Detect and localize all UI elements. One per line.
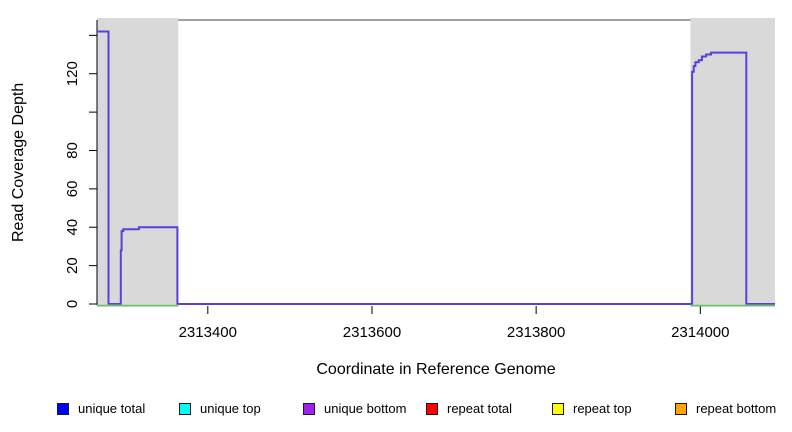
repeat-region-shading xyxy=(97,18,179,304)
repeat-bottom-swatch-icon xyxy=(675,402,687,415)
legend-label: unique total xyxy=(78,401,146,416)
y-tick-label: 40 xyxy=(64,219,81,236)
legend-item-unique-top: unique top xyxy=(179,401,261,416)
coverage-curve xyxy=(97,30,775,305)
repeat-top-swatch-icon xyxy=(552,402,564,415)
legend-item-unique-total: unique total xyxy=(57,401,145,416)
unique-total-swatch-icon xyxy=(57,402,69,415)
y-tick-label: 20 xyxy=(64,257,81,274)
repeat-region-shading xyxy=(690,18,775,304)
legend-label: repeat total xyxy=(447,401,513,416)
y-axis-title: Read Coverage Depth xyxy=(10,82,27,242)
legend-item-unique-bottom: unique bottom xyxy=(303,401,406,416)
y-tick-label: 60 xyxy=(64,181,81,198)
plot-area: 0 20 40 60 80 120 2313400 2313600 2313800 2314000 xyxy=(64,18,775,341)
y-tick-label: 120 xyxy=(64,61,81,86)
repeat-total-swatch-icon xyxy=(426,402,438,415)
y-tick-label: 0 xyxy=(64,300,81,308)
legend-item-repeat-total: repeat total xyxy=(426,401,512,416)
legend-item-repeat-bottom: repeat bottom xyxy=(675,401,776,416)
x-tick-label: 2313600 xyxy=(343,324,401,341)
x-axis-title: Coordinate in Reference Genome xyxy=(316,361,556,378)
x-tick-label: 2313400 xyxy=(179,324,237,341)
x-tick-label: 2314000 xyxy=(671,324,729,341)
legend-label: unique bottom xyxy=(324,401,407,416)
y-tick-label: 80 xyxy=(64,142,81,159)
unique-top-swatch-icon xyxy=(179,402,191,415)
legend-label: unique top xyxy=(200,401,261,416)
x-tick-label: 2313800 xyxy=(507,324,565,341)
legend-item-repeat-top: repeat top xyxy=(552,401,632,416)
legend-label: repeat bottom xyxy=(696,401,777,416)
unique-bottom-swatch-icon xyxy=(303,402,315,415)
legend-label: repeat top xyxy=(573,401,632,416)
